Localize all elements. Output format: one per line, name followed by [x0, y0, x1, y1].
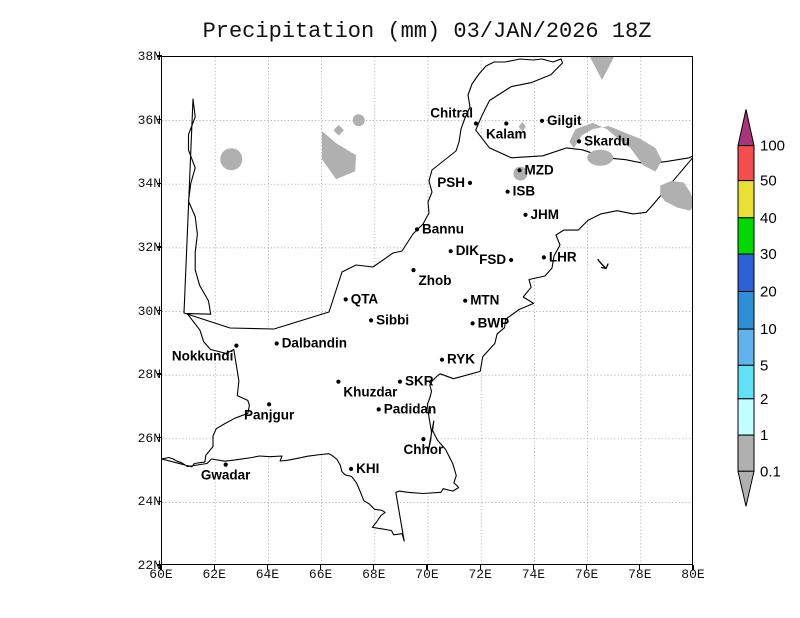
svg-text:Padidan: Padidan — [384, 401, 437, 416]
svg-text:RYK: RYK — [447, 352, 475, 367]
svg-text:0.1: 0.1 — [760, 463, 781, 480]
svg-text:50: 50 — [760, 173, 777, 190]
svg-text:40: 40 — [760, 210, 777, 227]
svg-text:Sibbi: Sibbi — [376, 312, 409, 327]
svg-text:Bannu: Bannu — [422, 221, 464, 236]
svg-text:Chhor: Chhor — [404, 442, 444, 457]
svg-text:1: 1 — [760, 427, 768, 444]
svg-text:KHI: KHI — [356, 461, 379, 476]
svg-text:FSD: FSD — [479, 252, 506, 267]
svg-text:Zhob: Zhob — [419, 273, 452, 288]
svg-text:30: 30 — [760, 246, 777, 263]
svg-text:Nokkundi: Nokkundi — [172, 349, 234, 364]
svg-text:Gwadar: Gwadar — [201, 468, 251, 483]
svg-text:LHR: LHR — [549, 249, 577, 264]
svg-text:Panjgur: Panjgur — [244, 407, 295, 422]
svg-text:10: 10 — [760, 321, 777, 338]
svg-text:MZD: MZD — [525, 162, 554, 177]
svg-text:PSH: PSH — [437, 175, 465, 190]
svg-text:Dalbandin: Dalbandin — [282, 336, 347, 351]
svg-text:Gilgit: Gilgit — [547, 113, 582, 128]
svg-text:2: 2 — [760, 391, 768, 408]
svg-text:Kalam: Kalam — [486, 127, 527, 142]
svg-text:DIK: DIK — [456, 243, 480, 258]
svg-text:100: 100 — [760, 138, 785, 155]
svg-text:ISB: ISB — [513, 184, 536, 199]
svg-text:QTA: QTA — [351, 291, 379, 306]
svg-text:5: 5 — [760, 357, 768, 374]
svg-text:SKR: SKR — [405, 374, 434, 389]
svg-text:Chitral: Chitral — [430, 106, 473, 121]
svg-text:JHM: JHM — [531, 207, 560, 222]
svg-text:20: 20 — [760, 284, 777, 301]
svg-text:Khuzdar: Khuzdar — [343, 385, 398, 400]
svg-text:MTN: MTN — [470, 293, 499, 308]
svg-text:Skardu: Skardu — [584, 133, 630, 148]
svg-text:BWP: BWP — [478, 315, 510, 330]
